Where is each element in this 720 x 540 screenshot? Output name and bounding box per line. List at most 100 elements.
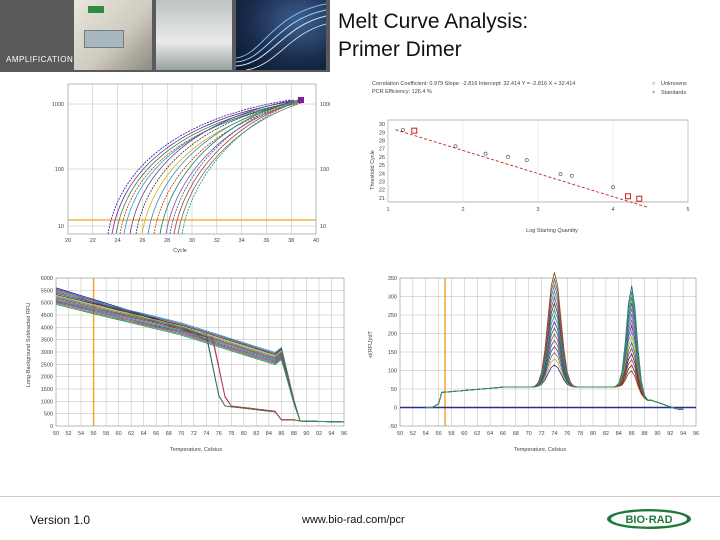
melt-x-tick: 94 — [328, 431, 334, 437]
amp-x-tick: 28 — [164, 238, 170, 244]
amp-curve — [165, 100, 303, 235]
peak-x-tick: 58 — [448, 431, 454, 437]
amp-curve — [129, 99, 295, 235]
std-point-unknown — [506, 155, 510, 159]
peak-x-tick: 86 — [629, 431, 635, 437]
melt-y-tick: 0 — [50, 424, 53, 430]
amp-curve — [177, 103, 299, 235]
melt-y-tick: 6000 — [41, 276, 53, 282]
melt-x-tick: 78 — [228, 431, 234, 437]
peak-x-tick: 60 — [461, 431, 467, 437]
peak-x-tick: 72 — [539, 431, 545, 437]
peak-x-tick: 90 — [654, 431, 660, 437]
amp-y-tick-right: 100 — [320, 167, 329, 173]
std-curve-y-label: Threshold Cycle — [370, 150, 376, 190]
curves-decoration — [236, 3, 326, 70]
header-banner: AMPLIFICATION Melt Curve Analysis: Prime… — [0, 0, 720, 72]
amp-x-tick: 26 — [139, 238, 145, 244]
std-curve-x-ticks: 1 2 3 4 5 — [386, 207, 689, 213]
peak-x-tick: 66 — [500, 431, 506, 437]
melt-x-tick: 74 — [203, 431, 209, 437]
std-curve-legend: ○ Unknowns × Standards — [652, 81, 687, 96]
amp-y-tick-right: 10 — [320, 224, 326, 230]
std-x-tick: 1 — [386, 207, 389, 213]
legend-standards: Standards — [661, 90, 686, 96]
amp-x-tick: 34 — [239, 238, 245, 244]
melt-curve-y-label: Long-Background Subtracted RFU — [26, 303, 32, 387]
melt-y-tick: 1500 — [41, 387, 53, 393]
std-y-tick: 24 — [379, 171, 385, 177]
std-curve-x-label: Log Starting Quantity — [526, 228, 578, 234]
std-y-tick: 28 — [379, 139, 385, 145]
amp-y-tick: 1000 — [52, 102, 64, 108]
melt-y-tick: 4500 — [41, 313, 53, 319]
std-point-unknown — [401, 127, 405, 132]
melt-peak-y-label: -d(RFU)/dT — [368, 330, 374, 358]
curves-photo — [236, 0, 326, 70]
peak-x-tick: 92 — [667, 431, 673, 437]
melt-x-tick: 50 — [53, 431, 59, 437]
std-x-tick: 5 — [686, 207, 689, 213]
std-point-unknown — [558, 172, 563, 177]
instrument-logo-chip — [88, 6, 104, 13]
peak-x-tick: 94 — [680, 431, 686, 437]
melt-curve-chart: 50 52 54 56 58 60 62 64 66 68 70 72 74 76 78 80 82 84 86 88… — [26, 276, 347, 453]
std-y-tick: 21 — [379, 196, 385, 202]
peak-y-tick: 300 — [388, 295, 397, 301]
amp-curve — [169, 101, 291, 235]
melt-x-tick: 52 — [65, 431, 71, 437]
melt-curve-lines — [55, 287, 345, 423]
peak-x-tick: 76 — [564, 431, 570, 437]
peak-y-tick: 200 — [388, 332, 397, 338]
std-x-tick: 3 — [536, 207, 539, 213]
amp-x-tick: 36 — [263, 238, 269, 244]
melt-x-tick: 70 — [178, 431, 184, 437]
legend-unknowns: Unknowns — [661, 81, 687, 87]
peak-x-tick: 62 — [474, 431, 480, 437]
amp-curve — [115, 101, 299, 235]
melt-x-tick: 76 — [216, 431, 222, 437]
melt-x-tick: 90 — [303, 431, 309, 437]
bio-rad-logo: BIO·RAD — [607, 509, 691, 529]
instrument-photo — [74, 0, 152, 70]
peak-x-tick: 64 — [487, 431, 493, 437]
amp-curve — [135, 100, 299, 235]
peak-x-tick: 70 — [526, 431, 532, 437]
peak-x-tick: 84 — [616, 431, 622, 437]
amp-y-tick: 100 — [55, 167, 64, 173]
website-link[interactable]: www.bio-rad.com/pcr — [302, 514, 405, 526]
logo-text: BIO·RAD — [625, 514, 672, 526]
std-y-tick: 25 — [379, 163, 385, 169]
peak-series-line — [425, 291, 684, 410]
peak-x-tick: 82 — [603, 431, 609, 437]
melt-x-tick: 60 — [116, 431, 122, 437]
amplification-grid — [67, 83, 317, 235]
amp-curve — [141, 101, 303, 235]
melt-curve-grid — [55, 277, 345, 427]
melt-x-tick: 54 — [78, 431, 84, 437]
tube-photo — [156, 0, 232, 70]
std-point-standard — [411, 127, 418, 134]
std-y-tick: 22 — [379, 188, 385, 194]
std-curve-stats-line2: PCR Efficiency: 126.4 % — [372, 89, 432, 95]
melt-x-tick: 58 — [103, 431, 109, 437]
amp-x-tick: 40 — [313, 238, 319, 244]
melt-x-tick: 82 — [253, 431, 259, 437]
melt-peak-chart: 50 52 54 56 58 60 62 64 66 68 70 72 74 76 78 80 82 84 86 88… — [368, 272, 699, 453]
peak-x-tick: 74 — [551, 431, 557, 437]
amp-x-tick: 32 — [214, 238, 220, 244]
std-y-tick: 27 — [379, 147, 385, 153]
peak-x-tick: 88 — [641, 431, 647, 437]
amp-curve — [153, 103, 295, 235]
amp-x-tick: 30 — [189, 238, 195, 244]
peak-x-tick: 54 — [423, 431, 429, 437]
amp-curve — [107, 99, 291, 235]
peak-y-tick: 100 — [388, 369, 397, 375]
melt-curve-x-ticks: 50 52 54 56 58 60 62 64 66 68 70 72 74 76 78 80 82 84 86 88… — [53, 431, 347, 437]
std-y-tick: 26 — [379, 155, 385, 161]
peak-x-tick: 96 — [693, 431, 699, 437]
melt-x-tick: 66 — [153, 431, 159, 437]
footer-divider — [0, 496, 720, 497]
melt-curve-y-ticks: 6000550050004500400035003000250020001500… — [41, 276, 53, 430]
